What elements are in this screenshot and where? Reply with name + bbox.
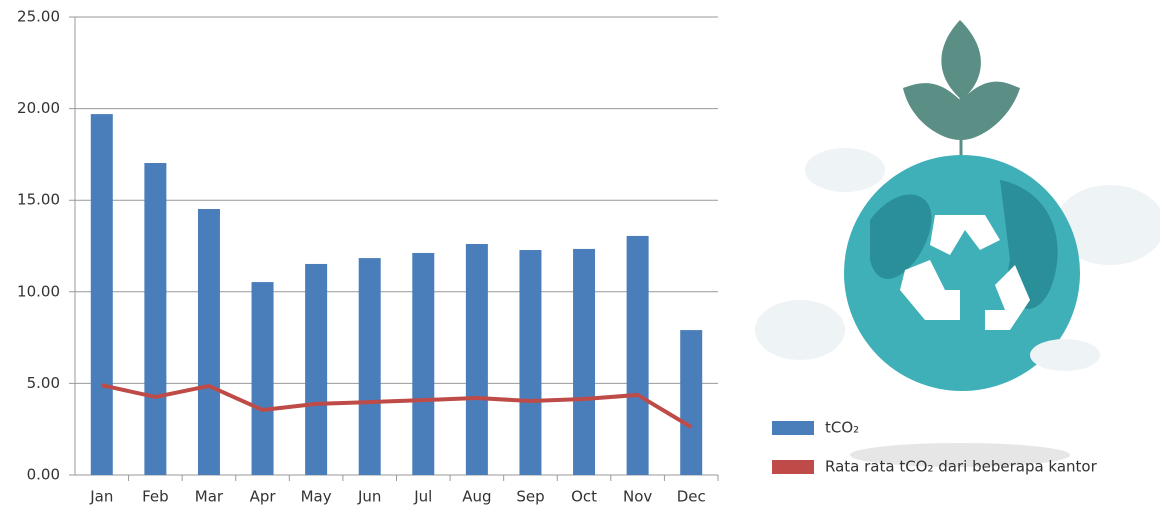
legend-swatch xyxy=(772,460,814,474)
x-tick-label: Sep xyxy=(516,488,544,506)
y-tick-label: 20.00 xyxy=(17,99,60,117)
x-tick-label: Apr xyxy=(250,488,277,506)
y-tick-label: 15.00 xyxy=(17,191,60,209)
x-tick-label: Jan xyxy=(89,488,113,506)
legend-label: Rata rata tCO₂ dari beberapa kantor xyxy=(825,458,1098,476)
bar xyxy=(144,163,167,475)
bar xyxy=(197,208,220,476)
x-tick-label: Jun xyxy=(357,488,381,506)
bar xyxy=(573,248,596,475)
x-tick-label: Feb xyxy=(142,488,169,506)
bar xyxy=(465,243,488,475)
x-tick-label: Mar xyxy=(195,488,224,506)
bar xyxy=(519,250,542,475)
y-tick-label: 10.00 xyxy=(17,282,60,300)
x-tick-label: Jul xyxy=(413,488,432,506)
x-tick-label: Dec xyxy=(677,488,706,506)
bar xyxy=(251,282,274,475)
x-tick-label: Nov xyxy=(623,488,652,506)
y-tick-label: 25.00 xyxy=(17,8,60,26)
bar xyxy=(680,330,703,475)
y-tick-label: 5.00 xyxy=(27,374,60,392)
legend-label: tCO₂ xyxy=(825,419,859,437)
line-series xyxy=(101,383,693,429)
bar xyxy=(358,258,381,475)
x-tick-label: May xyxy=(301,488,332,506)
bar xyxy=(626,235,649,475)
legend-swatch xyxy=(772,421,814,435)
x-tick-label: Aug xyxy=(462,488,491,506)
y-tick-label: 0.00 xyxy=(27,466,60,484)
x-tick-label: Oct xyxy=(571,488,597,506)
illustration xyxy=(755,20,1160,467)
bar xyxy=(305,263,328,475)
bar xyxy=(412,252,435,475)
bar xyxy=(90,114,113,475)
